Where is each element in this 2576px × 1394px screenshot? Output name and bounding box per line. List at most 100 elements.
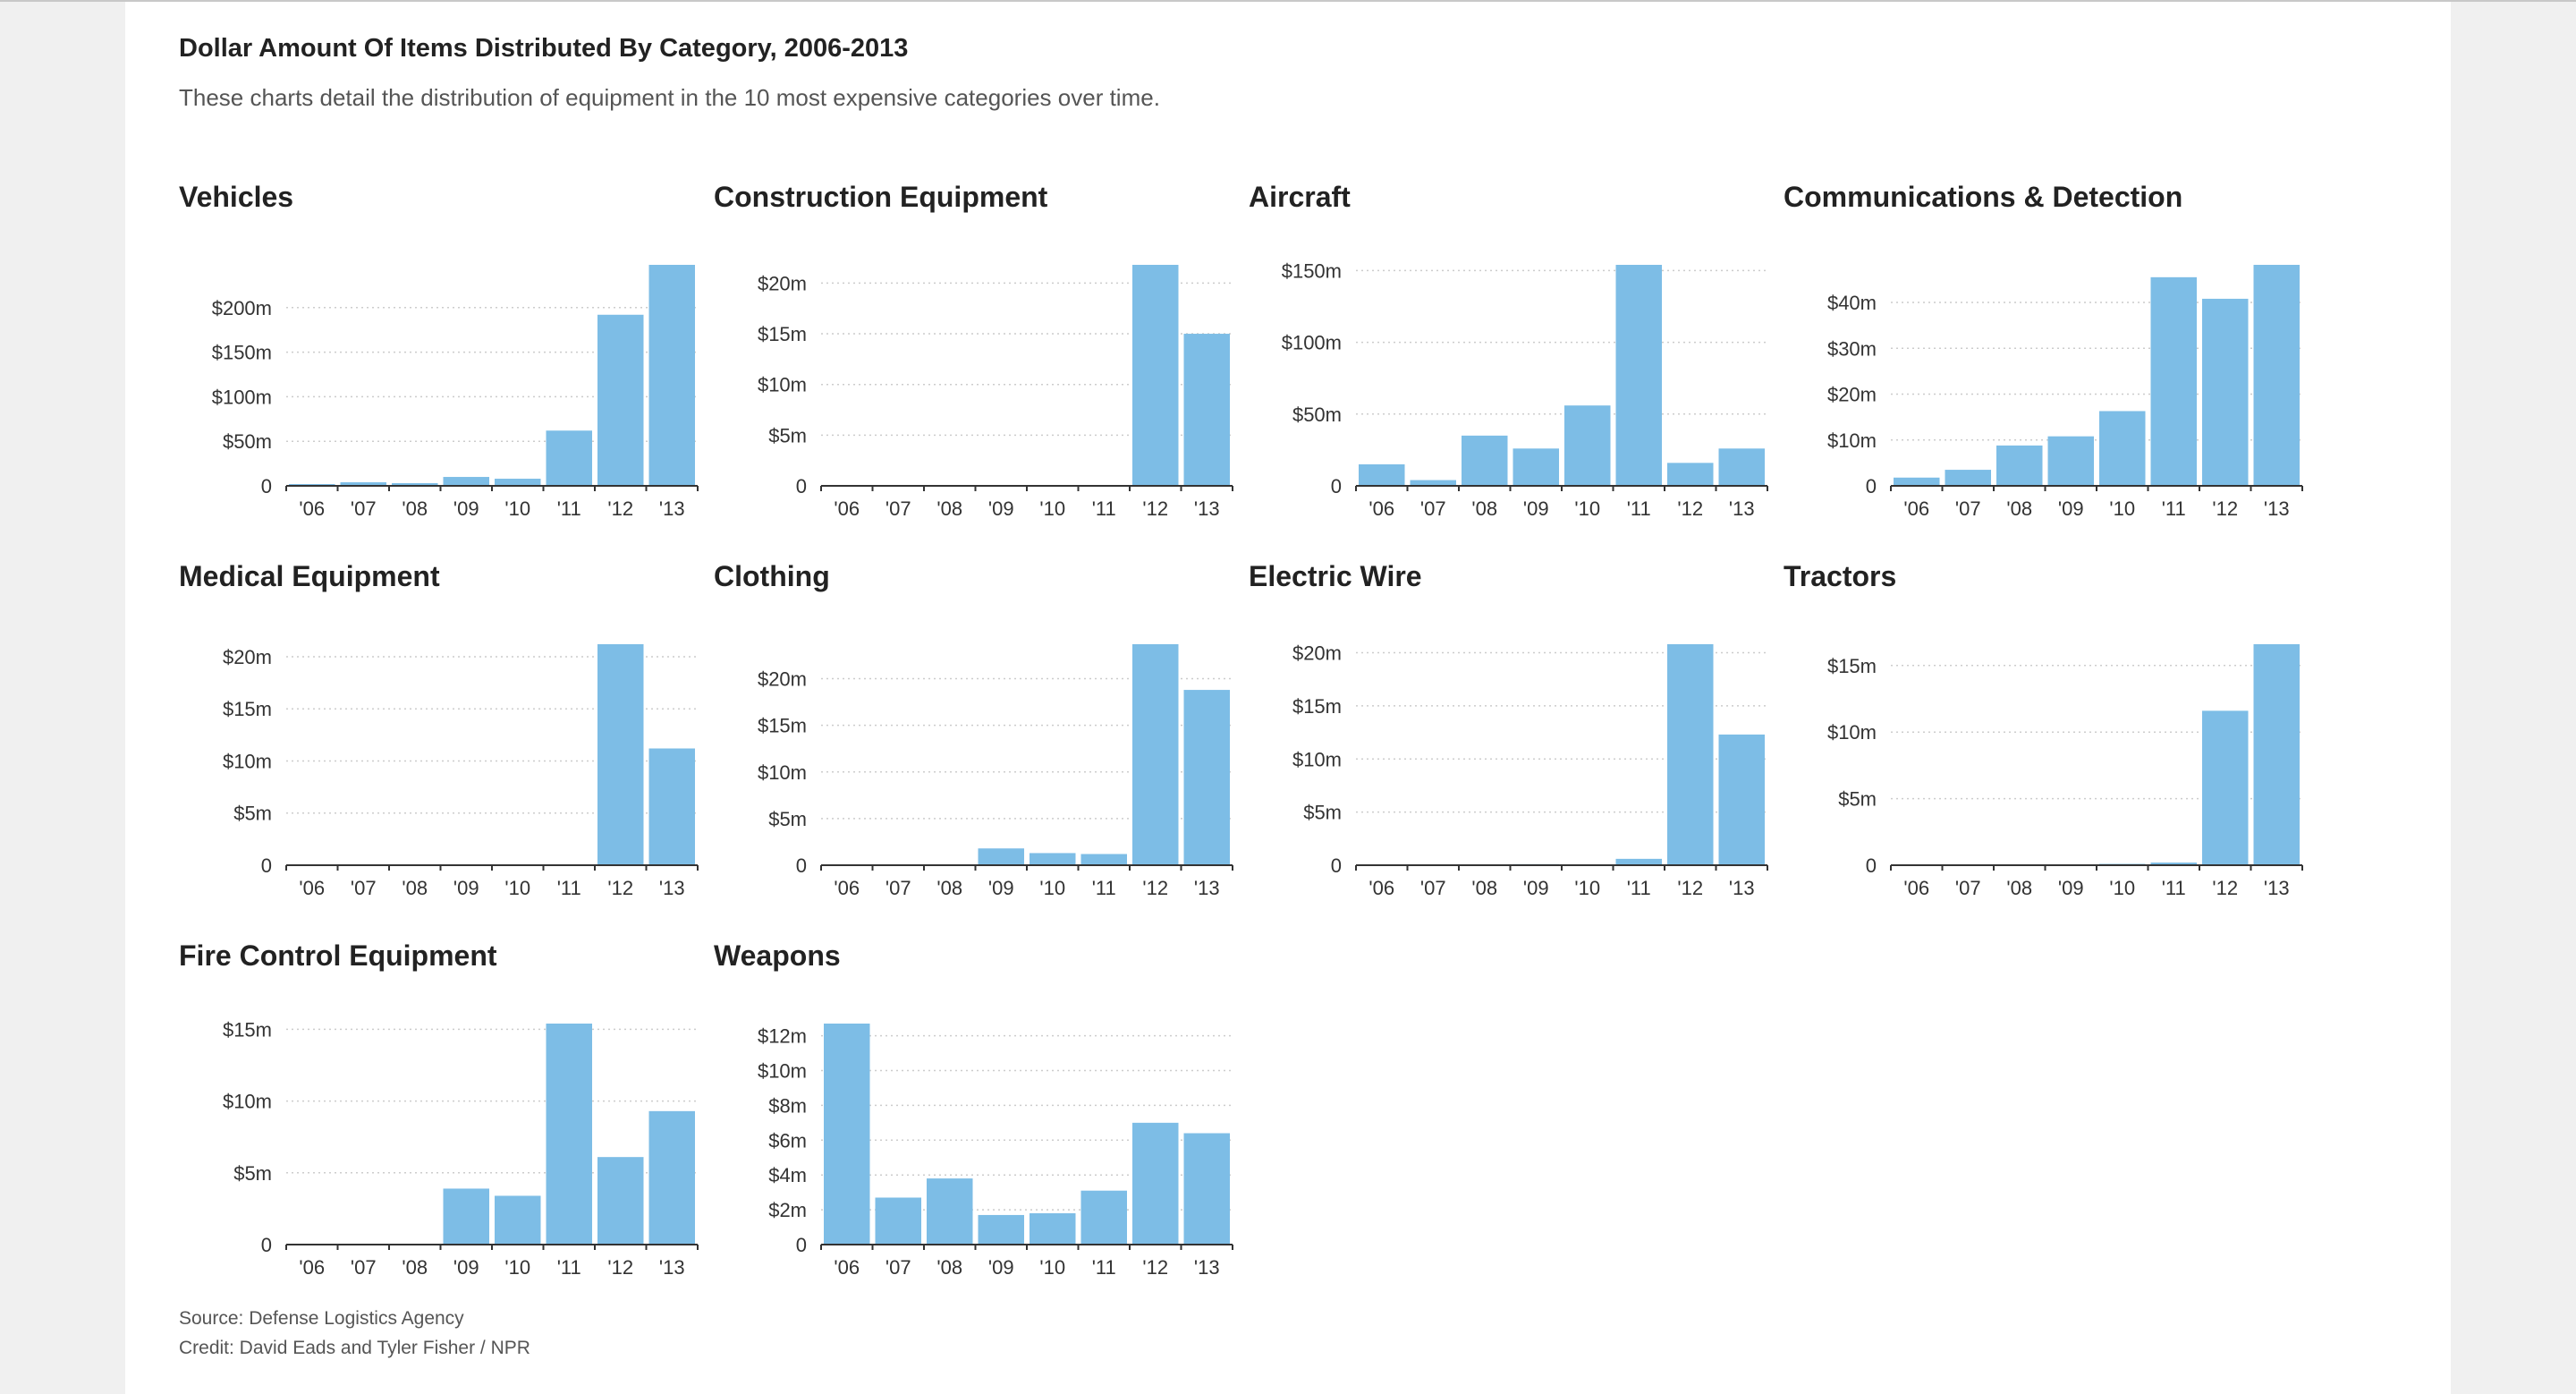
chart-medical-equipment: 0 $5m $10m $15m $20m '06 '07 '08 '09 '10 '11 '12 '13 (223, 644, 699, 899)
x-tick-label: '11 (1092, 877, 1116, 899)
x-tick-label: '08 (402, 877, 428, 899)
page-title: Dollar Amount Of Items Distributed By Ca… (179, 34, 909, 63)
top-border (0, 0, 2576, 2)
x-tick-label: '08 (2006, 497, 2032, 520)
chart-tractors: 0 $5m $10m $15m '06 '07 '08 '09 '10 '11 '12 '13 (1827, 644, 2303, 899)
y-tick-label: $50m (1292, 404, 1342, 426)
x-tick-label: '12 (1142, 877, 1168, 899)
x-tick-label: '08 (1471, 497, 1497, 520)
bar-13 (1183, 1133, 1230, 1245)
chart-aircraft: 0 $50m $100m $150m '06 '07 '08 '09 '10 '11 '12 '13 (1282, 259, 1768, 520)
y-tick-label: $15m (223, 1018, 272, 1041)
bar-09 (978, 1214, 1024, 1245)
x-tick-label: '12 (1142, 497, 1168, 520)
y-tick-label: $4m (768, 1164, 807, 1186)
x-tick-label: '10 (1039, 1256, 1065, 1279)
x-tick-label: '07 (1420, 497, 1446, 520)
x-tick-label: '10 (1574, 497, 1600, 520)
x-tick-label: '09 (988, 877, 1014, 899)
x-tick-label: '08 (936, 1256, 962, 1279)
x-tick-label: '06 (299, 1256, 325, 1279)
x-tick-label: '09 (453, 1256, 479, 1279)
chart-title-fire-control-equipment: Fire Control Equipment (179, 939, 497, 972)
y-tick-label: $5m (768, 808, 807, 830)
bar-10 (495, 1195, 541, 1245)
bar-12 (597, 314, 644, 486)
x-tick-label: '09 (453, 877, 479, 899)
bar-09 (978, 848, 1024, 865)
y-tick-label: 0 (261, 1234, 272, 1256)
y-tick-label: $5m (768, 424, 807, 446)
y-tick-label: $15m (1827, 655, 1877, 677)
bar-10 (1030, 853, 1076, 865)
x-tick-label: '07 (351, 877, 377, 899)
bar-13 (648, 1110, 695, 1245)
x-tick-label: '07 (351, 497, 377, 520)
bar-12 (597, 1157, 644, 1245)
x-tick-label: '08 (936, 877, 962, 899)
x-tick-label: '07 (1955, 497, 1981, 520)
bar-11 (546, 1024, 592, 1245)
bar-07 (1945, 470, 1991, 486)
bar-08 (1462, 435, 1508, 486)
y-tick-label: 0 (796, 1234, 807, 1256)
x-tick-label: '06 (299, 497, 325, 520)
x-tick-label: '10 (2109, 877, 2135, 899)
bar-06 (1894, 477, 1940, 486)
y-tick-label: $10m (758, 1060, 807, 1083)
x-tick-label: '08 (2006, 877, 2032, 899)
y-tick-label: $10m (1827, 429, 1877, 452)
x-tick-label: '13 (659, 877, 685, 899)
x-tick-label: '13 (659, 1256, 685, 1279)
bar-09 (1513, 448, 1559, 486)
x-tick-label: '07 (886, 497, 911, 520)
y-tick-label: $100m (212, 386, 272, 408)
bar-07 (1410, 480, 1456, 486)
chart-title-aircraft: Aircraft (1249, 181, 1351, 213)
x-tick-label: '06 (1368, 497, 1394, 520)
chart-title-weapons: Weapons (714, 939, 841, 972)
x-tick-label: '06 (299, 877, 325, 899)
y-tick-label: 0 (261, 475, 272, 497)
x-tick-label: '13 (1194, 1256, 1220, 1279)
x-tick-label: '06 (834, 877, 860, 899)
bar-12 (597, 644, 644, 865)
x-tick-label: '10 (2109, 497, 2135, 520)
bar-09 (2047, 436, 2094, 486)
chart-electric-wire: 0 $5m $10m $15m $20m '06 '07 '08 '09 '10 '11 '12 '13 (1292, 642, 1768, 899)
x-tick-label: '06 (834, 497, 860, 520)
y-tick-label: $20m (758, 668, 807, 691)
chart-title-vehicles: Vehicles (179, 181, 294, 213)
y-tick-label: 0 (796, 475, 807, 497)
x-tick-label: '08 (936, 497, 962, 520)
bar-10 (1564, 405, 1611, 486)
x-tick-label: '09 (1523, 497, 1549, 520)
y-tick-label: $5m (1838, 788, 1877, 811)
bar-07 (340, 482, 386, 486)
x-tick-label: '08 (402, 497, 428, 520)
bar-09 (443, 1188, 489, 1245)
x-tick-label: '10 (1039, 877, 1065, 899)
y-tick-label: $30m (1827, 337, 1877, 360)
bar-10 (495, 479, 541, 486)
x-tick-label: '12 (607, 497, 633, 520)
y-tick-label: $15m (223, 698, 272, 720)
x-tick-label: '13 (1194, 877, 1220, 899)
x-tick-label: '13 (659, 497, 685, 520)
x-tick-label: '13 (2264, 877, 2290, 899)
x-tick-label: '06 (1903, 497, 1929, 520)
x-tick-label: '11 (2162, 877, 2186, 899)
x-tick-label: '11 (557, 1256, 581, 1279)
bar-12 (1132, 1122, 1179, 1245)
bar-11 (1080, 854, 1127, 865)
x-tick-label: '12 (2212, 497, 2238, 520)
chart-title-construction-equipment: Construction Equipment (714, 181, 1048, 213)
bar-06 (824, 1024, 870, 1245)
y-tick-label: $12m (758, 1025, 807, 1048)
y-tick-label: $10m (758, 761, 807, 784)
x-tick-label: '07 (886, 1256, 911, 1279)
x-tick-label: '13 (1729, 497, 1755, 520)
bar-13 (1183, 334, 1230, 486)
x-tick-label: '09 (988, 1256, 1014, 1279)
x-tick-label: '11 (2162, 497, 2186, 520)
